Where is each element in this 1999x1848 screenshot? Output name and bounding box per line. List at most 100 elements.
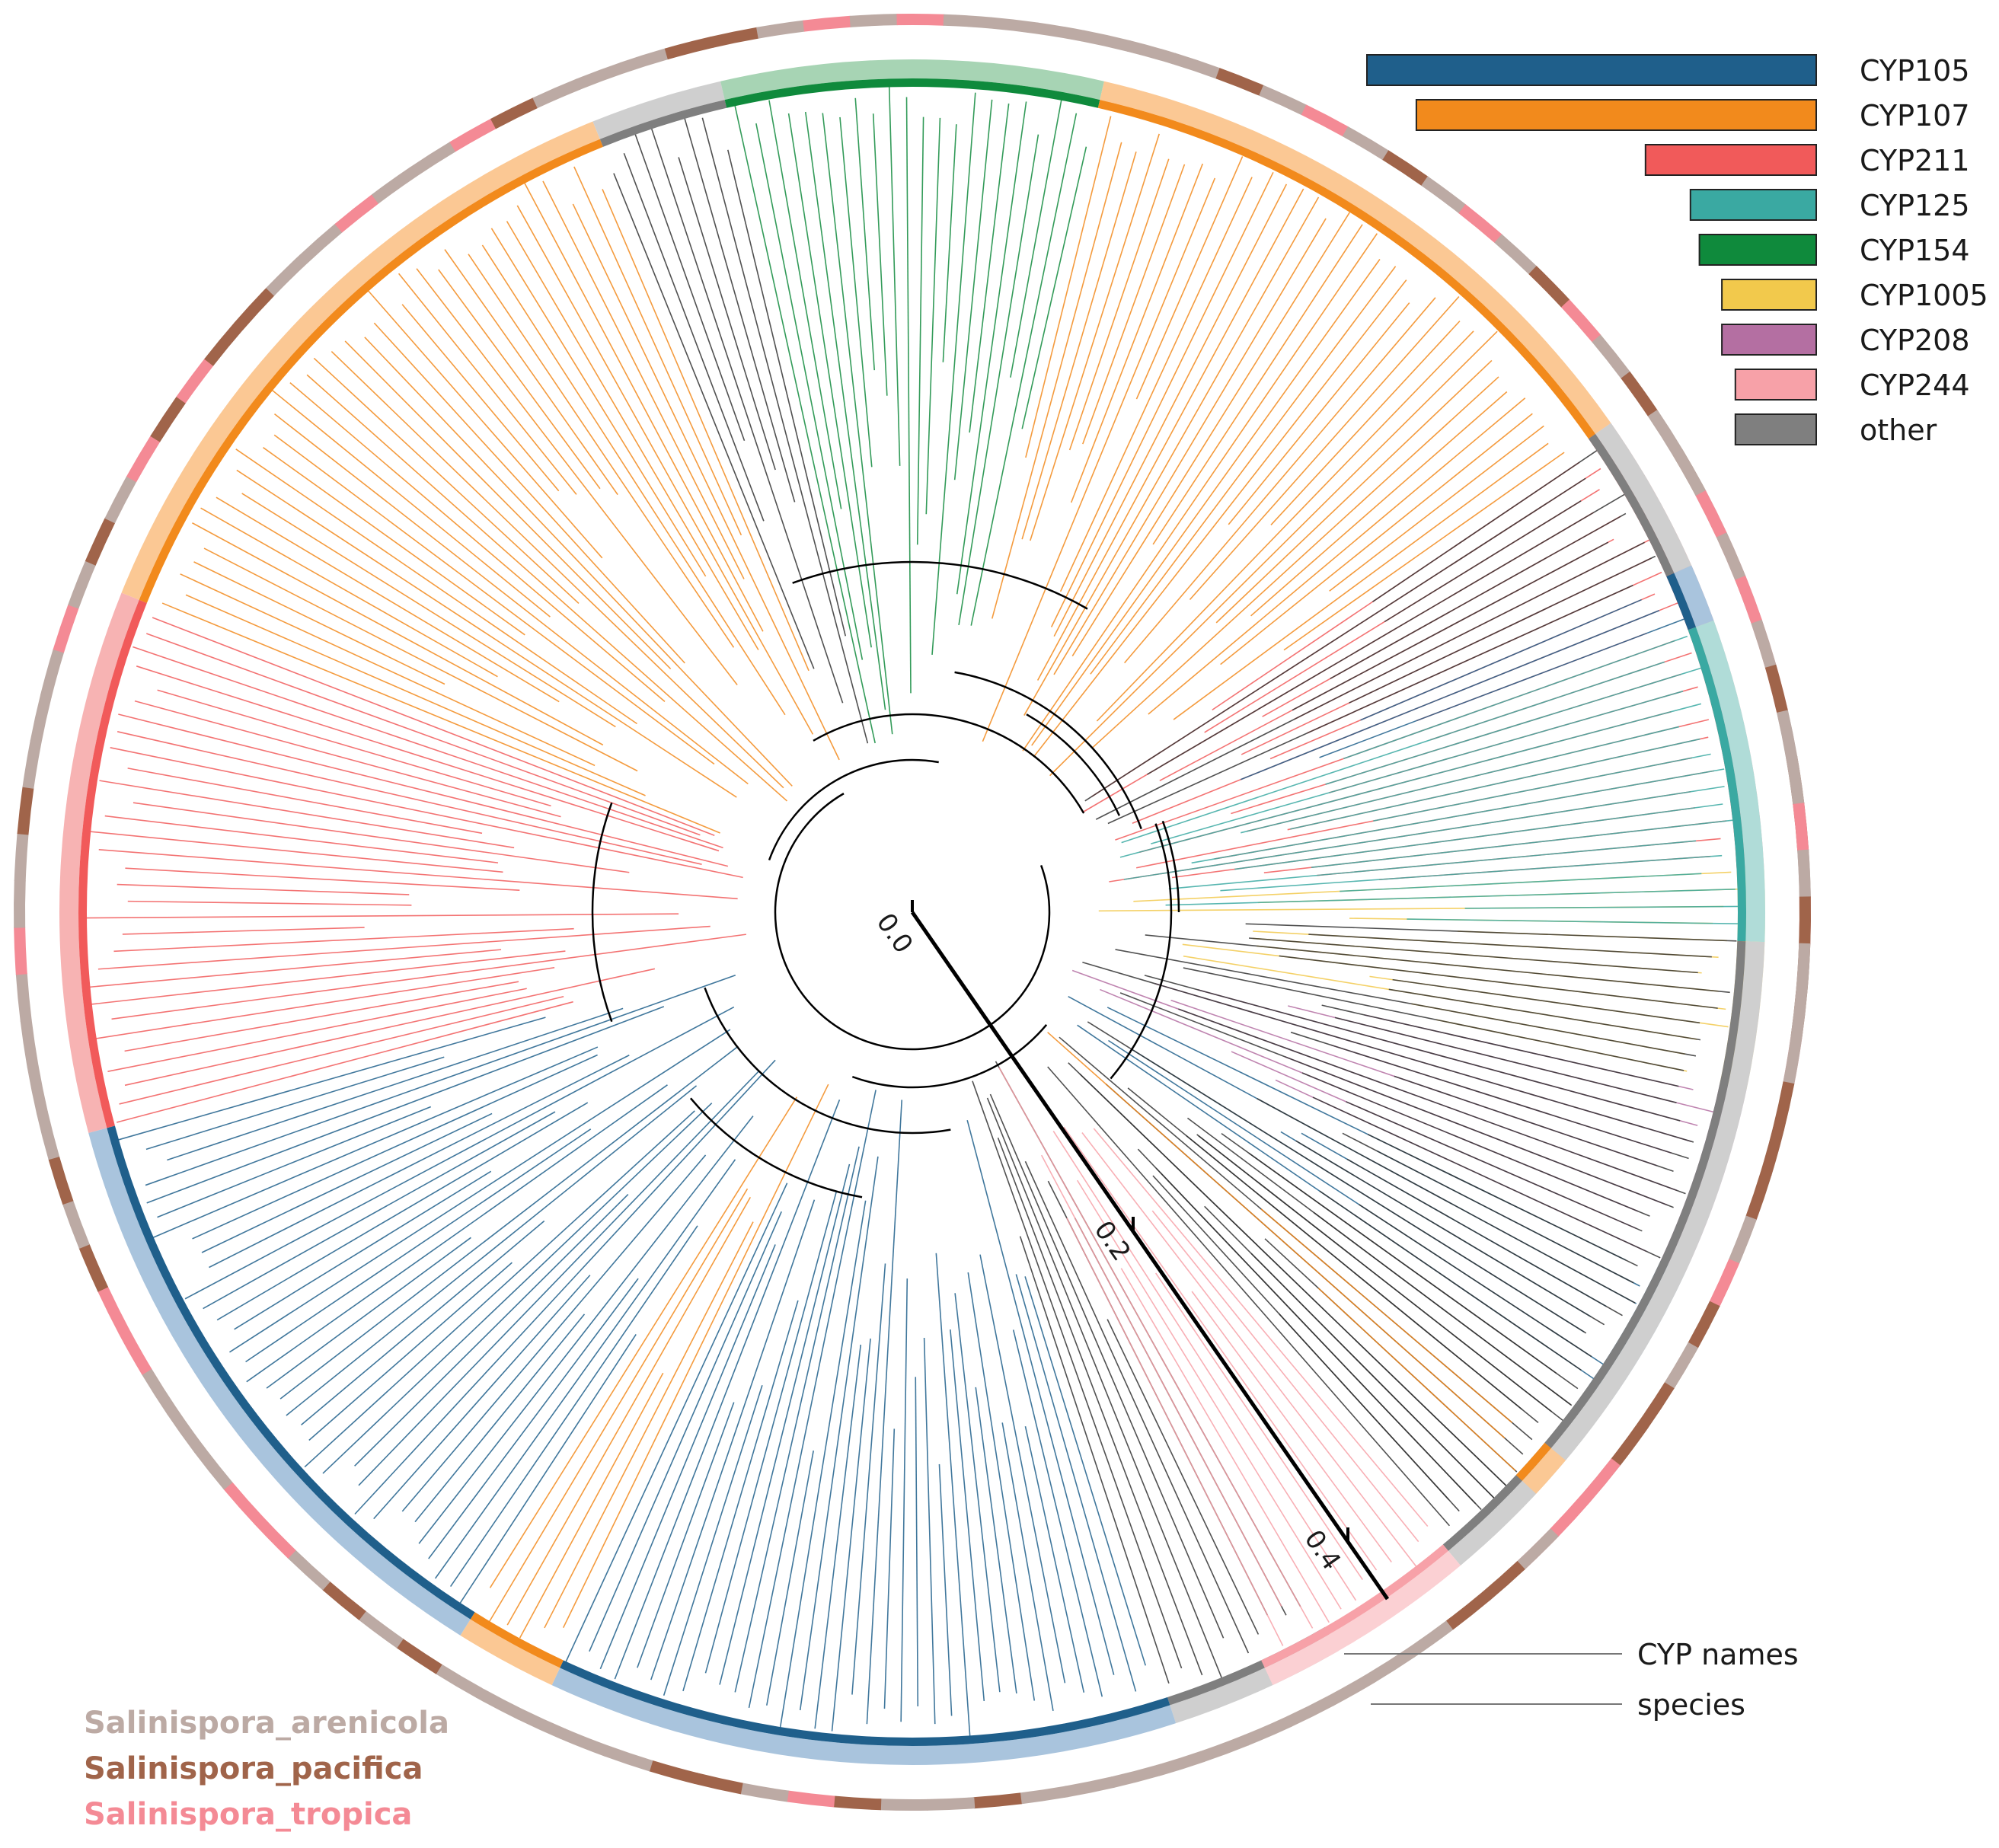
species-ring-segment-107 bbox=[1421, 176, 1467, 214]
tree-branch-269 bbox=[1053, 218, 1327, 675]
cyp-clade-band-11 bbox=[599, 100, 727, 147]
tree-branch-133 bbox=[304, 1110, 695, 1468]
species-ring-segment-74 bbox=[104, 476, 137, 524]
tree-branch-186 bbox=[152, 617, 715, 836]
tree-branch-166 bbox=[113, 927, 574, 953]
species-ring-segment-126 bbox=[1796, 943, 1811, 991]
species-ring-segment-42 bbox=[560, 1728, 609, 1757]
species-ring-segment-92 bbox=[756, 20, 806, 39]
tree-branch-211 bbox=[398, 273, 577, 495]
tree-branch-359 bbox=[1047, 1066, 1451, 1527]
tree-branch-307 bbox=[1241, 726, 1680, 834]
tree-branch-77 bbox=[972, 1080, 1183, 1669]
tree-branch-224 bbox=[602, 189, 809, 672]
tree-branch-214 bbox=[444, 249, 618, 496]
species-ring-segment-46 bbox=[396, 1638, 442, 1674]
tree-arc-7 bbox=[689, 1097, 863, 1198]
cyp-ring-segment-14 bbox=[1595, 423, 1692, 573]
tree-branch-89 bbox=[950, 1329, 985, 1702]
legend-label-cyp211: CYP211 bbox=[1860, 144, 1970, 177]
tree-arc-3 bbox=[813, 713, 1085, 814]
species-ring-segment-104 bbox=[1301, 104, 1349, 137]
species-ring-segment-35 bbox=[880, 1799, 928, 1811]
tree-branch-316 bbox=[1340, 873, 1702, 892]
cyp-family-legend: CYP105 CYP107 CYP211 CYP125 CYP154 CYP1005 CYP… bbox=[1366, 54, 1988, 447]
tree-branch-241 bbox=[872, 113, 888, 396]
tree-branch-281 bbox=[1049, 330, 1498, 777]
tree-branch-86 bbox=[967, 1272, 1036, 1701]
legend-bar-cyp211 bbox=[1644, 144, 1818, 176]
tree-branch-90 bbox=[935, 1253, 971, 1737]
tree-branch-177 bbox=[127, 768, 483, 835]
tree-branch-208 bbox=[373, 322, 685, 664]
tree-branch-136 bbox=[286, 1085, 698, 1416]
tree-branch-121 bbox=[458, 1333, 637, 1607]
cyp-clade-band-15 bbox=[1666, 573, 1696, 630]
tree-branch-258 bbox=[1030, 133, 1160, 541]
tree-branch-273 bbox=[1031, 259, 1381, 746]
tree-branch-344 bbox=[1295, 1140, 1605, 1326]
tree-branch-128 bbox=[373, 1275, 591, 1520]
tree-branch-213 bbox=[438, 269, 601, 490]
species-ring-segment-39 bbox=[694, 1773, 743, 1795]
tree-branch-247 bbox=[931, 92, 976, 655]
tree-branch-207 bbox=[364, 337, 793, 787]
tree-branch-361 bbox=[1151, 1210, 1419, 1543]
tree-branch-138 bbox=[266, 1237, 471, 1389]
species-ring-segment-127 bbox=[1790, 989, 1808, 1039]
tree-branch-235 bbox=[768, 100, 842, 509]
tree-branch-168 bbox=[82, 913, 679, 919]
tree-branch-113 bbox=[589, 1211, 782, 1652]
tree-branch-239 bbox=[839, 116, 873, 468]
tree-branch-243 bbox=[905, 97, 912, 694]
tree-branch-194 bbox=[216, 496, 560, 703]
tree-branch-181 bbox=[134, 700, 561, 818]
tree-branch-232 bbox=[727, 149, 847, 637]
tree-branch-82 bbox=[1012, 1329, 1103, 1697]
tree-branch-109 bbox=[650, 1199, 816, 1680]
tree-branch-227 bbox=[634, 134, 746, 442]
tree-branch-97 bbox=[851, 1263, 886, 1695]
species-ring-segment-40 bbox=[649, 1760, 698, 1784]
tree-branch-271 bbox=[1152, 224, 1363, 545]
tree-arc-2 bbox=[851, 1024, 1048, 1089]
cyp-clade-band-18 bbox=[1515, 1442, 1551, 1481]
tree-branch-252 bbox=[1010, 95, 1063, 378]
species-ring-segment-120 bbox=[1764, 664, 1788, 713]
legend-label-cyp125: CYP125 bbox=[1860, 189, 1970, 222]
tree-branch-310 bbox=[1191, 768, 1725, 864]
tree-branch-119 bbox=[487, 1188, 749, 1625]
species-ring-segment-84 bbox=[410, 142, 456, 177]
tree-branch-127 bbox=[401, 1154, 707, 1512]
tree-branch-368 bbox=[1120, 1268, 1330, 1623]
tree-branch-360 bbox=[1093, 1128, 1429, 1527]
tree-branch-371 bbox=[1066, 1218, 1284, 1646]
cyp-ring-segment-6 bbox=[551, 1668, 1177, 1765]
tree-branch-175 bbox=[133, 802, 630, 873]
cyp-clade-band-20 bbox=[1261, 1544, 1448, 1668]
cyp-ring-segment-9 bbox=[59, 592, 139, 1133]
species-ring-segment-135 bbox=[1664, 1342, 1699, 1390]
species-ring-segment-59 bbox=[48, 1156, 74, 1205]
species-ring-segment-112 bbox=[1592, 334, 1631, 379]
tree-branch-209 bbox=[367, 290, 603, 559]
species-ring-segment-117 bbox=[1716, 532, 1746, 581]
tree-arc-1 bbox=[768, 758, 939, 861]
legend-label-cyp154: CYP154 bbox=[1860, 234, 1970, 267]
tree-branch-161 bbox=[96, 966, 555, 1039]
species-ring-segment-128 bbox=[1783, 1036, 1803, 1085]
cyp-ring-segment-19 bbox=[1448, 1480, 1537, 1566]
tree-branch-328 bbox=[1183, 967, 1684, 1071]
species-ring-segment-27 bbox=[1244, 1716, 1292, 1746]
tree-arc-11 bbox=[1161, 820, 1180, 913]
tree-branch-248 bbox=[953, 99, 993, 480]
species-ring-segment-66 bbox=[14, 833, 29, 882]
tree-branch-305 bbox=[1151, 691, 1684, 844]
species-ring-segment-142 bbox=[1445, 1591, 1490, 1631]
tree-branch-164 bbox=[90, 949, 502, 988]
tree-branch-129 bbox=[354, 1059, 776, 1515]
species-ring-segment-34 bbox=[927, 1797, 976, 1811]
species-ring-segment-61 bbox=[27, 1065, 48, 1115]
tree-branch-78 bbox=[1019, 1236, 1170, 1684]
